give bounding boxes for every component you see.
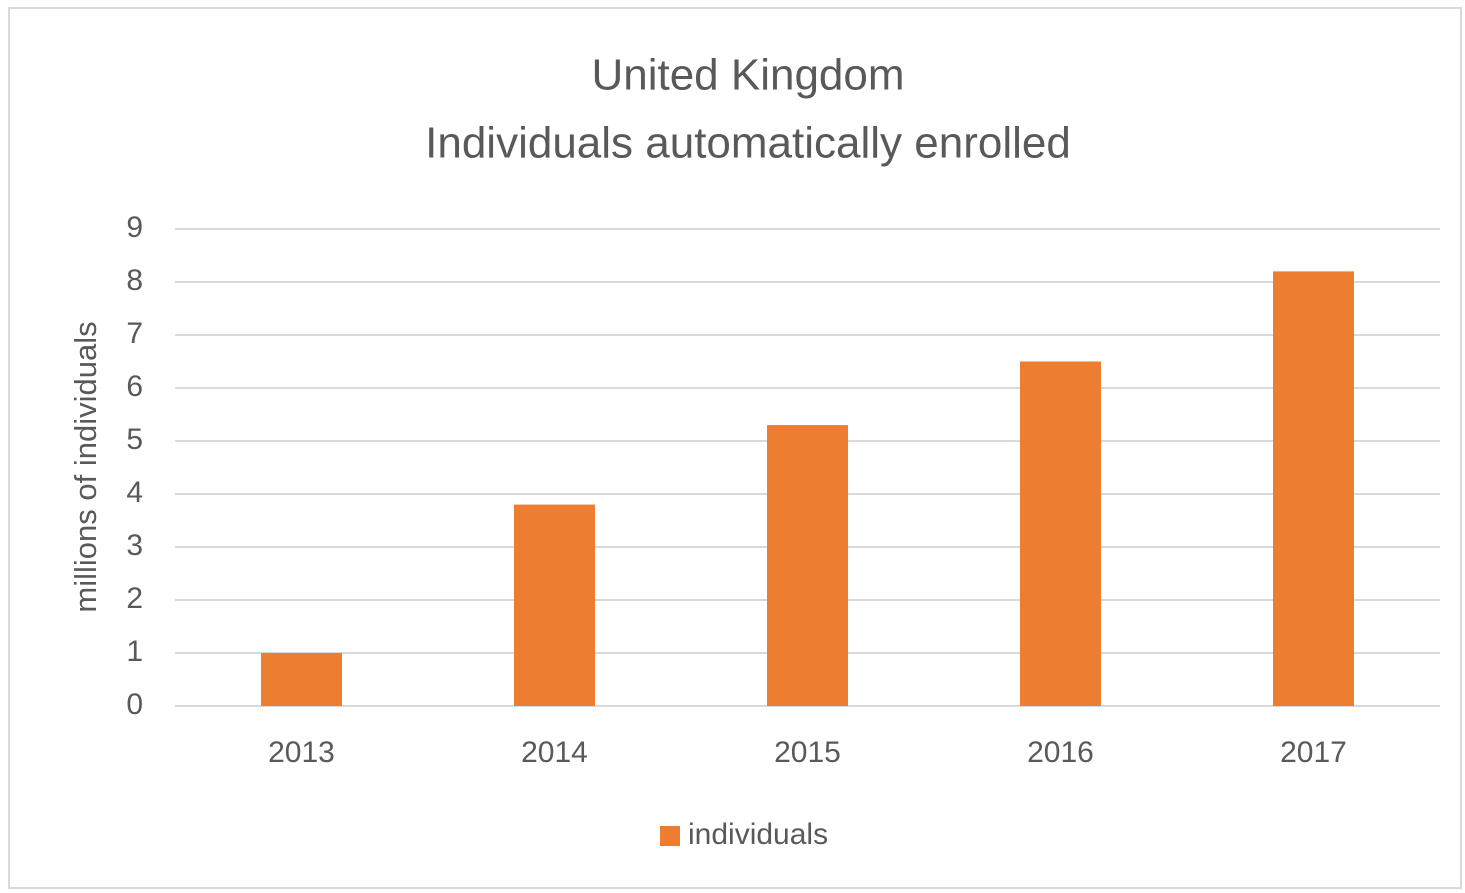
y-tick-label: 3 [126, 529, 143, 562]
y-tick-label: 6 [126, 370, 143, 403]
x-tick-label: 2014 [521, 736, 588, 769]
bar [514, 504, 595, 706]
y-tick-label: 7 [126, 317, 143, 350]
x-tick-label: 2015 [774, 736, 841, 769]
legend-swatch [660, 826, 680, 846]
chart-subtitle: Individuals automatically enrolled [425, 119, 1071, 168]
chart-title: United Kingdom [591, 51, 904, 100]
x-tick-label: 2013 [268, 736, 335, 769]
y-tick-label: 1 [126, 635, 143, 668]
y-tick-label: 4 [126, 476, 143, 509]
y-tick-label: 2 [126, 582, 143, 615]
y-axis-label: millions of individuals [68, 321, 103, 612]
bar [261, 653, 342, 706]
y-tick-label: 9 [126, 211, 143, 244]
y-tick-label: 8 [126, 264, 143, 297]
legend-label: individuals [688, 818, 828, 851]
x-tick-label: 2016 [1027, 736, 1094, 769]
chart-frame [8, 7, 1462, 889]
bar [1273, 271, 1354, 706]
y-tick-label: 0 [126, 688, 143, 721]
y-tick-label: 5 [126, 423, 143, 456]
bar [767, 425, 848, 706]
bar [1020, 361, 1101, 706]
x-tick-label: 2017 [1280, 736, 1347, 769]
